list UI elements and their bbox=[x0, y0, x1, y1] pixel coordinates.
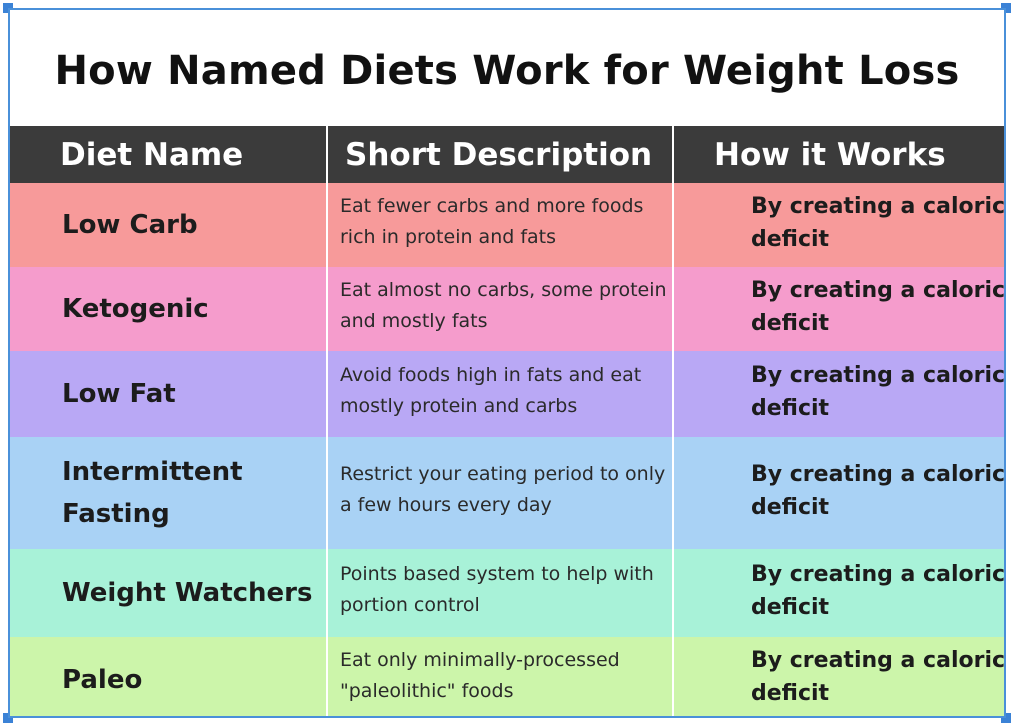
page-title: How Named Diets Work for Weight Loss bbox=[54, 48, 960, 94]
description-cell: Eat only minimally-processed "paleolithi… bbox=[327, 637, 674, 716]
selection-handle-bottom-left[interactable] bbox=[3, 713, 13, 723]
how-it-works-cell: By creating a caloric deficit bbox=[751, 193, 1006, 252]
how-it-works-cell: By creating a caloric deficit bbox=[751, 362, 1006, 421]
description-cell: Restrict your eating period to only a fe… bbox=[327, 437, 674, 549]
how-it-works-cell: By creating a caloric deficit bbox=[751, 277, 1006, 336]
how-it-works-cell: By creating a caloric deficit bbox=[751, 648, 1006, 706]
diet-name-cell: Weight Watchers bbox=[10, 549, 328, 637]
selection-handle-top-right[interactable] bbox=[1001, 3, 1011, 13]
diet-name-cell: Intermittent Fasting bbox=[10, 437, 328, 549]
diet-name-cell: Low Fat bbox=[10, 351, 328, 437]
table-row: Paleo Eat only minimally-processed "pale… bbox=[10, 637, 1006, 716]
table-row: Low Carb Eat fewer carbs and more foods … bbox=[10, 183, 1006, 267]
table-row: Weight Watchers Points based system to h… bbox=[10, 549, 1006, 637]
description-cell: Eat almost no carbs, some protein and mo… bbox=[327, 267, 674, 351]
diet-name-cell: Ketogenic bbox=[10, 267, 328, 351]
column-header-short-description: Short Description bbox=[327, 126, 674, 183]
diet-name-cell: Paleo bbox=[10, 637, 328, 716]
table-row: Ketogenic Eat almost no carbs, some prot… bbox=[10, 267, 1006, 351]
table-header-row: Diet Name Short Description How it Works bbox=[10, 126, 1004, 183]
column-header-diet-name: Diet Name bbox=[10, 126, 328, 183]
description-cell: Points based system to help with portion… bbox=[327, 549, 674, 637]
how-it-works-cell: By creating a caloric deficit bbox=[751, 561, 1006, 620]
description-cell: Eat fewer carbs and more foods rich in p… bbox=[327, 183, 674, 267]
table-row: Low Fat Avoid foods high in fats and eat… bbox=[10, 351, 1006, 437]
selection-handle-bottom-right[interactable] bbox=[1001, 713, 1011, 723]
diet-name-cell: Low Carb bbox=[10, 183, 328, 267]
diet-table: Diet Name Short Description How it Works… bbox=[10, 126, 1006, 716]
how-it-works-cell: By creating a caloric deficit bbox=[751, 461, 1006, 520]
column-header-how-it-works: How it Works bbox=[673, 126, 1004, 183]
table-row: Intermittent Fasting Restrict your eatin… bbox=[10, 437, 1006, 549]
description-cell: Avoid foods high in fats and eat mostly … bbox=[327, 351, 674, 437]
infographic-frame: How Named Diets Work for Weight Loss Die… bbox=[8, 8, 1006, 718]
